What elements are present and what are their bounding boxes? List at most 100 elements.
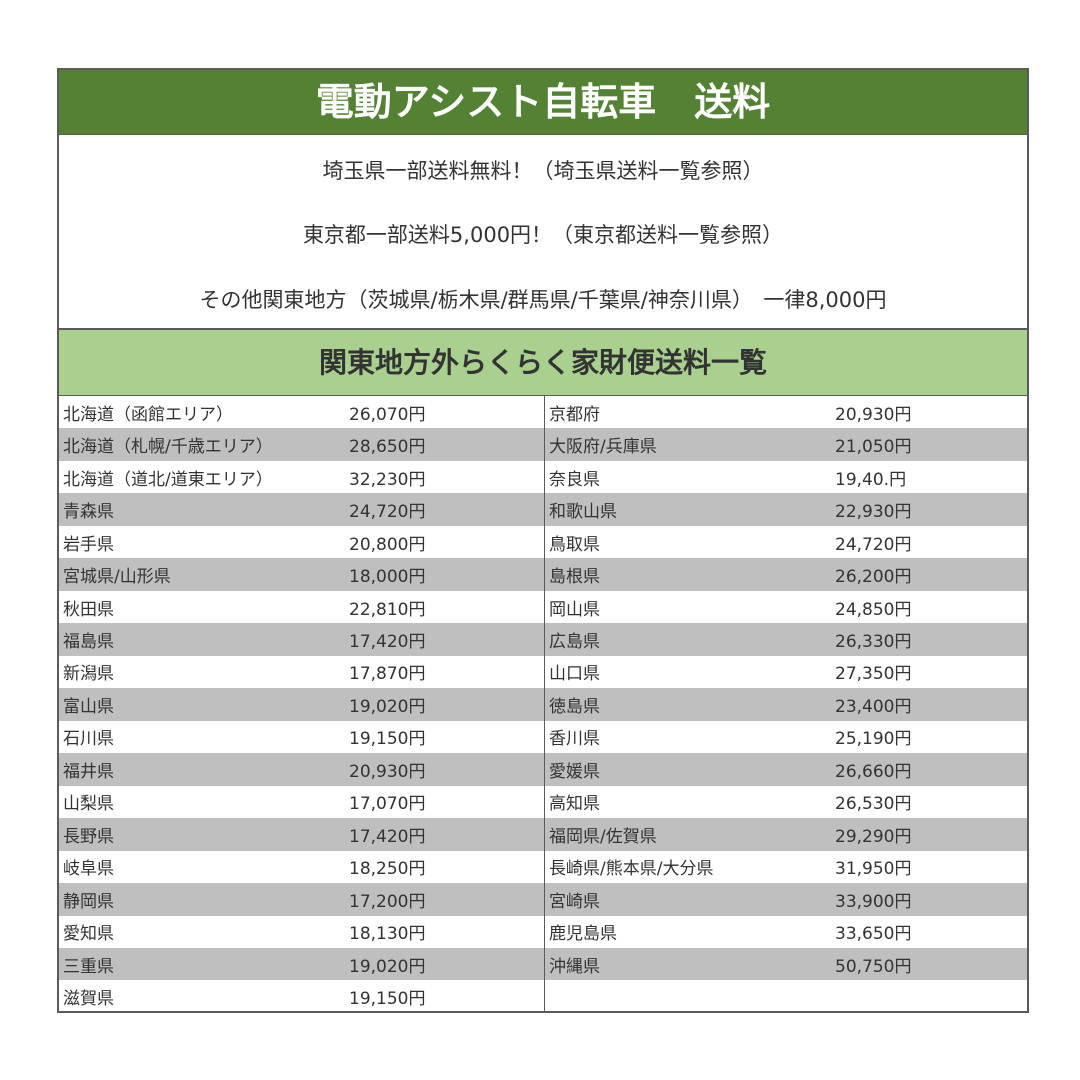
table-row: 北海道（道北/道東エリア） 32,230円 <box>59 461 544 493</box>
region-name: 山梨県 <box>63 794 114 815</box>
table-row: 新潟県 17,870円 <box>59 656 544 688</box>
table-row: 秋田県 22,810円 <box>59 591 544 623</box>
region-name: 北海道（道北/道東エリア） <box>63 469 273 490</box>
table-row: 和歌山県 22,930円 <box>545 493 1027 526</box>
shipping-price: 19,40.円 <box>835 469 907 490</box>
region-name: 長野県 <box>63 826 114 847</box>
shipping-price: 26,660円 <box>835 761 912 782</box>
table-row: 宮崎県 33,900円 <box>545 883 1027 916</box>
region-name: 静岡県 <box>63 891 114 912</box>
table-row: 福島県 17,420円 <box>59 623 544 656</box>
shipping-price: 24,720円 <box>349 502 426 523</box>
notes-section: 埼玉県一部送料無料！（埼玉県送料一覧参照） 東京都一部送料5,000円！（東京都… <box>59 135 1027 330</box>
region-name: 福井県 <box>63 761 114 782</box>
region-name: 福島県 <box>63 632 114 653</box>
region-name: 福岡県/佐賀県 <box>549 826 657 847</box>
region-name: 和歌山県 <box>549 502 617 523</box>
note-kanto: その他関東地方（茨城県/栃木県/群馬県/千葉県/神奈川県） 一律8,000円 <box>199 288 887 312</box>
shipping-price: 28,650円 <box>349 437 426 458</box>
region-name: 滋賀県 <box>63 989 114 1010</box>
shipping-price: 25,190円 <box>835 729 912 750</box>
table-row: 香川県 25,190円 <box>545 721 1027 753</box>
shipping-price: 19,020円 <box>349 696 426 717</box>
table-row: 愛媛県 26,660円 <box>545 753 1027 786</box>
table-row <box>545 980 1027 1012</box>
region-name: 宮城県/山形県 <box>63 567 171 588</box>
region-name: 宮崎県 <box>549 891 600 912</box>
page-title: 電動アシスト自転車 送料 <box>59 70 1027 135</box>
table-row: 宮城県/山形県 18,000円 <box>59 558 544 591</box>
region-name: 長崎県/熊本県/大分県 <box>549 859 714 880</box>
shipping-price: 17,070円 <box>349 794 426 815</box>
table-row: 福岡県/佐賀県 29,290円 <box>545 818 1027 851</box>
shipping-price: 17,420円 <box>349 826 426 847</box>
table-row: 長崎県/熊本県/大分県 31,950円 <box>545 851 1027 883</box>
shipping-price: 18,130円 <box>349 924 426 945</box>
region-name: 鳥取県 <box>549 534 600 555</box>
table-row: 山口県 27,350円 <box>545 656 1027 688</box>
shipping-price: 33,650円 <box>835 924 912 945</box>
shipping-price: 20,930円 <box>835 404 912 425</box>
shipping-price: 50,750円 <box>835 956 912 977</box>
shipping-price: 22,810円 <box>349 599 426 620</box>
region-name: 香川県 <box>549 729 600 750</box>
table-row: 山梨県 17,070円 <box>59 786 544 818</box>
table-row: 青森県 24,720円 <box>59 493 544 526</box>
shipping-price: 24,720円 <box>835 534 912 555</box>
table-row: 鳥取県 24,720円 <box>545 526 1027 558</box>
shipping-price: 20,800円 <box>349 534 426 555</box>
shipping-price: 17,200円 <box>349 891 426 912</box>
shipping-price: 27,350円 <box>835 664 912 685</box>
region-name: 富山県 <box>63 696 114 717</box>
table-row: 北海道（札幌/千歳エリア） 28,650円 <box>59 428 544 461</box>
region-name: 大阪府/兵庫県 <box>549 437 657 458</box>
shipping-price: 21,050円 <box>835 437 912 458</box>
table-row: 岡山県 24,850円 <box>545 591 1027 623</box>
region-name: 岩手県 <box>63 534 114 555</box>
region-name: 広島県 <box>549 632 600 653</box>
table-row: 石川県 19,150円 <box>59 721 544 753</box>
right-column: 京都府 20,930円 大阪府/兵庫県 21,050円 奈良県 19,40.円 和歌山県 22… <box>545 396 1027 1013</box>
shipping-price: 18,250円 <box>349 859 426 880</box>
table-row: 鹿児島県 33,650円 <box>545 916 1027 948</box>
region-name: 島根県 <box>549 567 600 588</box>
table-row: 愛知県 18,130円 <box>59 916 544 948</box>
region-name: 愛知県 <box>63 924 114 945</box>
table-row: 福井県 20,930円 <box>59 753 544 786</box>
shipping-price: 26,330円 <box>835 632 912 653</box>
shipping-price: 17,420円 <box>349 632 426 653</box>
table-row: 長野県 17,420円 <box>59 818 544 851</box>
shipping-price: 26,530円 <box>835 794 912 815</box>
shipping-price: 19,150円 <box>349 989 426 1010</box>
table-row: 北海道（函館エリア） 26,070円 <box>59 396 544 428</box>
region-name: 山口県 <box>549 664 600 685</box>
shipping-price: 23,400円 <box>835 696 912 717</box>
shipping-price: 32,230円 <box>349 469 426 490</box>
shipping-price: 20,930円 <box>349 761 426 782</box>
region-name: 高知県 <box>549 794 600 815</box>
table-row: 岐阜県 18,250円 <box>59 851 544 883</box>
shipping-price: 17,870円 <box>349 664 426 685</box>
shipping-price: 18,000円 <box>349 567 426 588</box>
region-name: 鹿児島県 <box>549 924 617 945</box>
shipping-price: 33,900円 <box>835 891 912 912</box>
region-name: 愛媛県 <box>549 761 600 782</box>
table-row: 高知県 26,530円 <box>545 786 1027 818</box>
region-name: 青森県 <box>63 502 114 523</box>
region-name: 北海道（札幌/千歳エリア） <box>63 437 273 458</box>
table-row: 三重県 19,020円 <box>59 947 544 981</box>
shipping-price: 29,290円 <box>835 826 912 847</box>
shipping-price: 22,930円 <box>835 502 912 523</box>
shipping-price: 26,070円 <box>349 404 426 425</box>
region-name: 秋田県 <box>63 599 114 620</box>
note-tokyo: 東京都一部送料5,000円！（東京都送料一覧参照） <box>302 223 784 247</box>
table-row: 静岡県 17,200円 <box>59 883 544 916</box>
table-row: 大阪府/兵庫県 21,050円 <box>545 428 1027 461</box>
region-name: 北海道（函館エリア） <box>63 404 233 425</box>
region-name: 徳島県 <box>549 696 600 717</box>
table-row: 広島県 26,330円 <box>545 623 1027 656</box>
table-row: 富山県 19,020円 <box>59 688 544 721</box>
region-name: 新潟県 <box>63 664 114 685</box>
section-subtitle: 関東地方外らくらく家財便送料一覧 <box>59 330 1027 396</box>
table-row: 奈良県 19,40.円 <box>545 461 1027 493</box>
